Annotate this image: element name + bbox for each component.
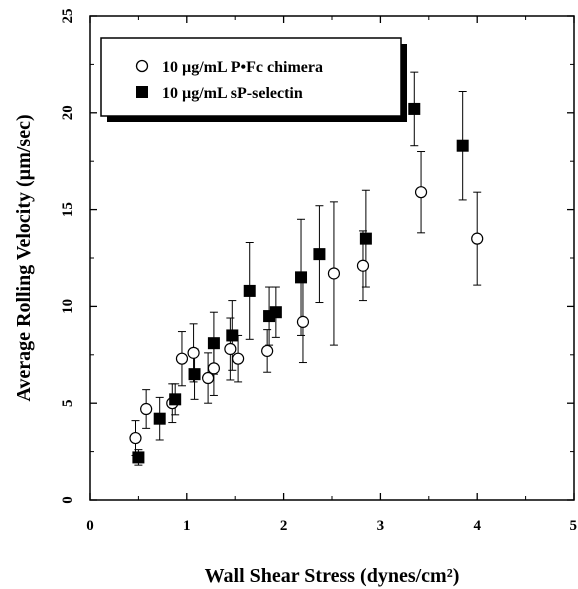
y-tick-label: 25	[60, 9, 76, 24]
x-tick-labels: 0 1 2 3 4 5	[86, 518, 577, 534]
data-point-chimera	[130, 433, 141, 444]
data-point-chimera	[176, 353, 187, 364]
data-point-chimera	[472, 233, 483, 244]
data-point-sp-selectin	[457, 140, 469, 152]
x-tick-label: 1	[183, 518, 191, 534]
legend: 10 µg/mL P•Fc chimera 10 µg/mL sP-select…	[101, 38, 407, 122]
data-point-sp-selectin	[295, 271, 307, 283]
legend-label-sp-selectin: 10 µg/mL sP-selectin	[162, 85, 303, 102]
legend-marker-chimera	[137, 61, 148, 72]
x-tick-label: 4	[473, 518, 481, 534]
data-point-sp-selectin	[226, 329, 238, 341]
data-markers	[130, 103, 483, 463]
data-point-sp-selectin	[132, 451, 144, 463]
y-axis-title: Average Rolling Velocity (µm/sec)	[13, 114, 35, 401]
data-point-chimera	[262, 345, 273, 356]
data-point-sp-selectin	[244, 285, 256, 297]
legend-label-chimera: 10 µg/mL P•Fc chimera	[162, 59, 323, 76]
x-tick-label: 2	[280, 518, 288, 534]
data-point-sp-selectin	[360, 233, 372, 245]
data-point-chimera	[357, 260, 368, 271]
data-point-chimera	[233, 353, 244, 364]
data-point-chimera	[203, 373, 214, 384]
data-point-chimera	[208, 363, 219, 374]
legend-marker-sp-selectin	[136, 86, 148, 98]
y-tick-label: 0	[60, 496, 76, 504]
data-point-sp-selectin	[408, 103, 420, 115]
data-point-chimera	[328, 268, 339, 279]
data-point-sp-selectin	[154, 413, 166, 425]
data-point-sp-selectin	[313, 248, 325, 260]
y-tick-label: 20	[60, 105, 76, 120]
data-point-chimera	[225, 343, 236, 354]
data-point-chimera	[141, 404, 152, 415]
data-point-sp-selectin	[270, 306, 282, 318]
x-tick-label: 5	[570, 518, 578, 534]
y-tick-labels: 0 5 10 15 20 25	[60, 9, 76, 504]
data-point-chimera	[188, 347, 199, 358]
x-tick-label: 0	[86, 518, 94, 534]
x-tick-label: 3	[377, 518, 385, 534]
x-axis-title: Wall Shear Stress (dynes/cm²)	[205, 565, 460, 587]
y-tick-label: 15	[60, 202, 76, 217]
y-tick-label: 5	[60, 399, 76, 407]
legend-box	[101, 38, 401, 116]
error-bars	[131, 72, 481, 465]
data-point-chimera	[416, 187, 427, 198]
data-point-sp-selectin	[208, 337, 220, 349]
data-point-chimera	[297, 316, 308, 327]
data-point-sp-selectin	[189, 368, 201, 380]
data-point-sp-selectin	[169, 393, 181, 405]
y-tick-label: 10	[60, 299, 76, 314]
